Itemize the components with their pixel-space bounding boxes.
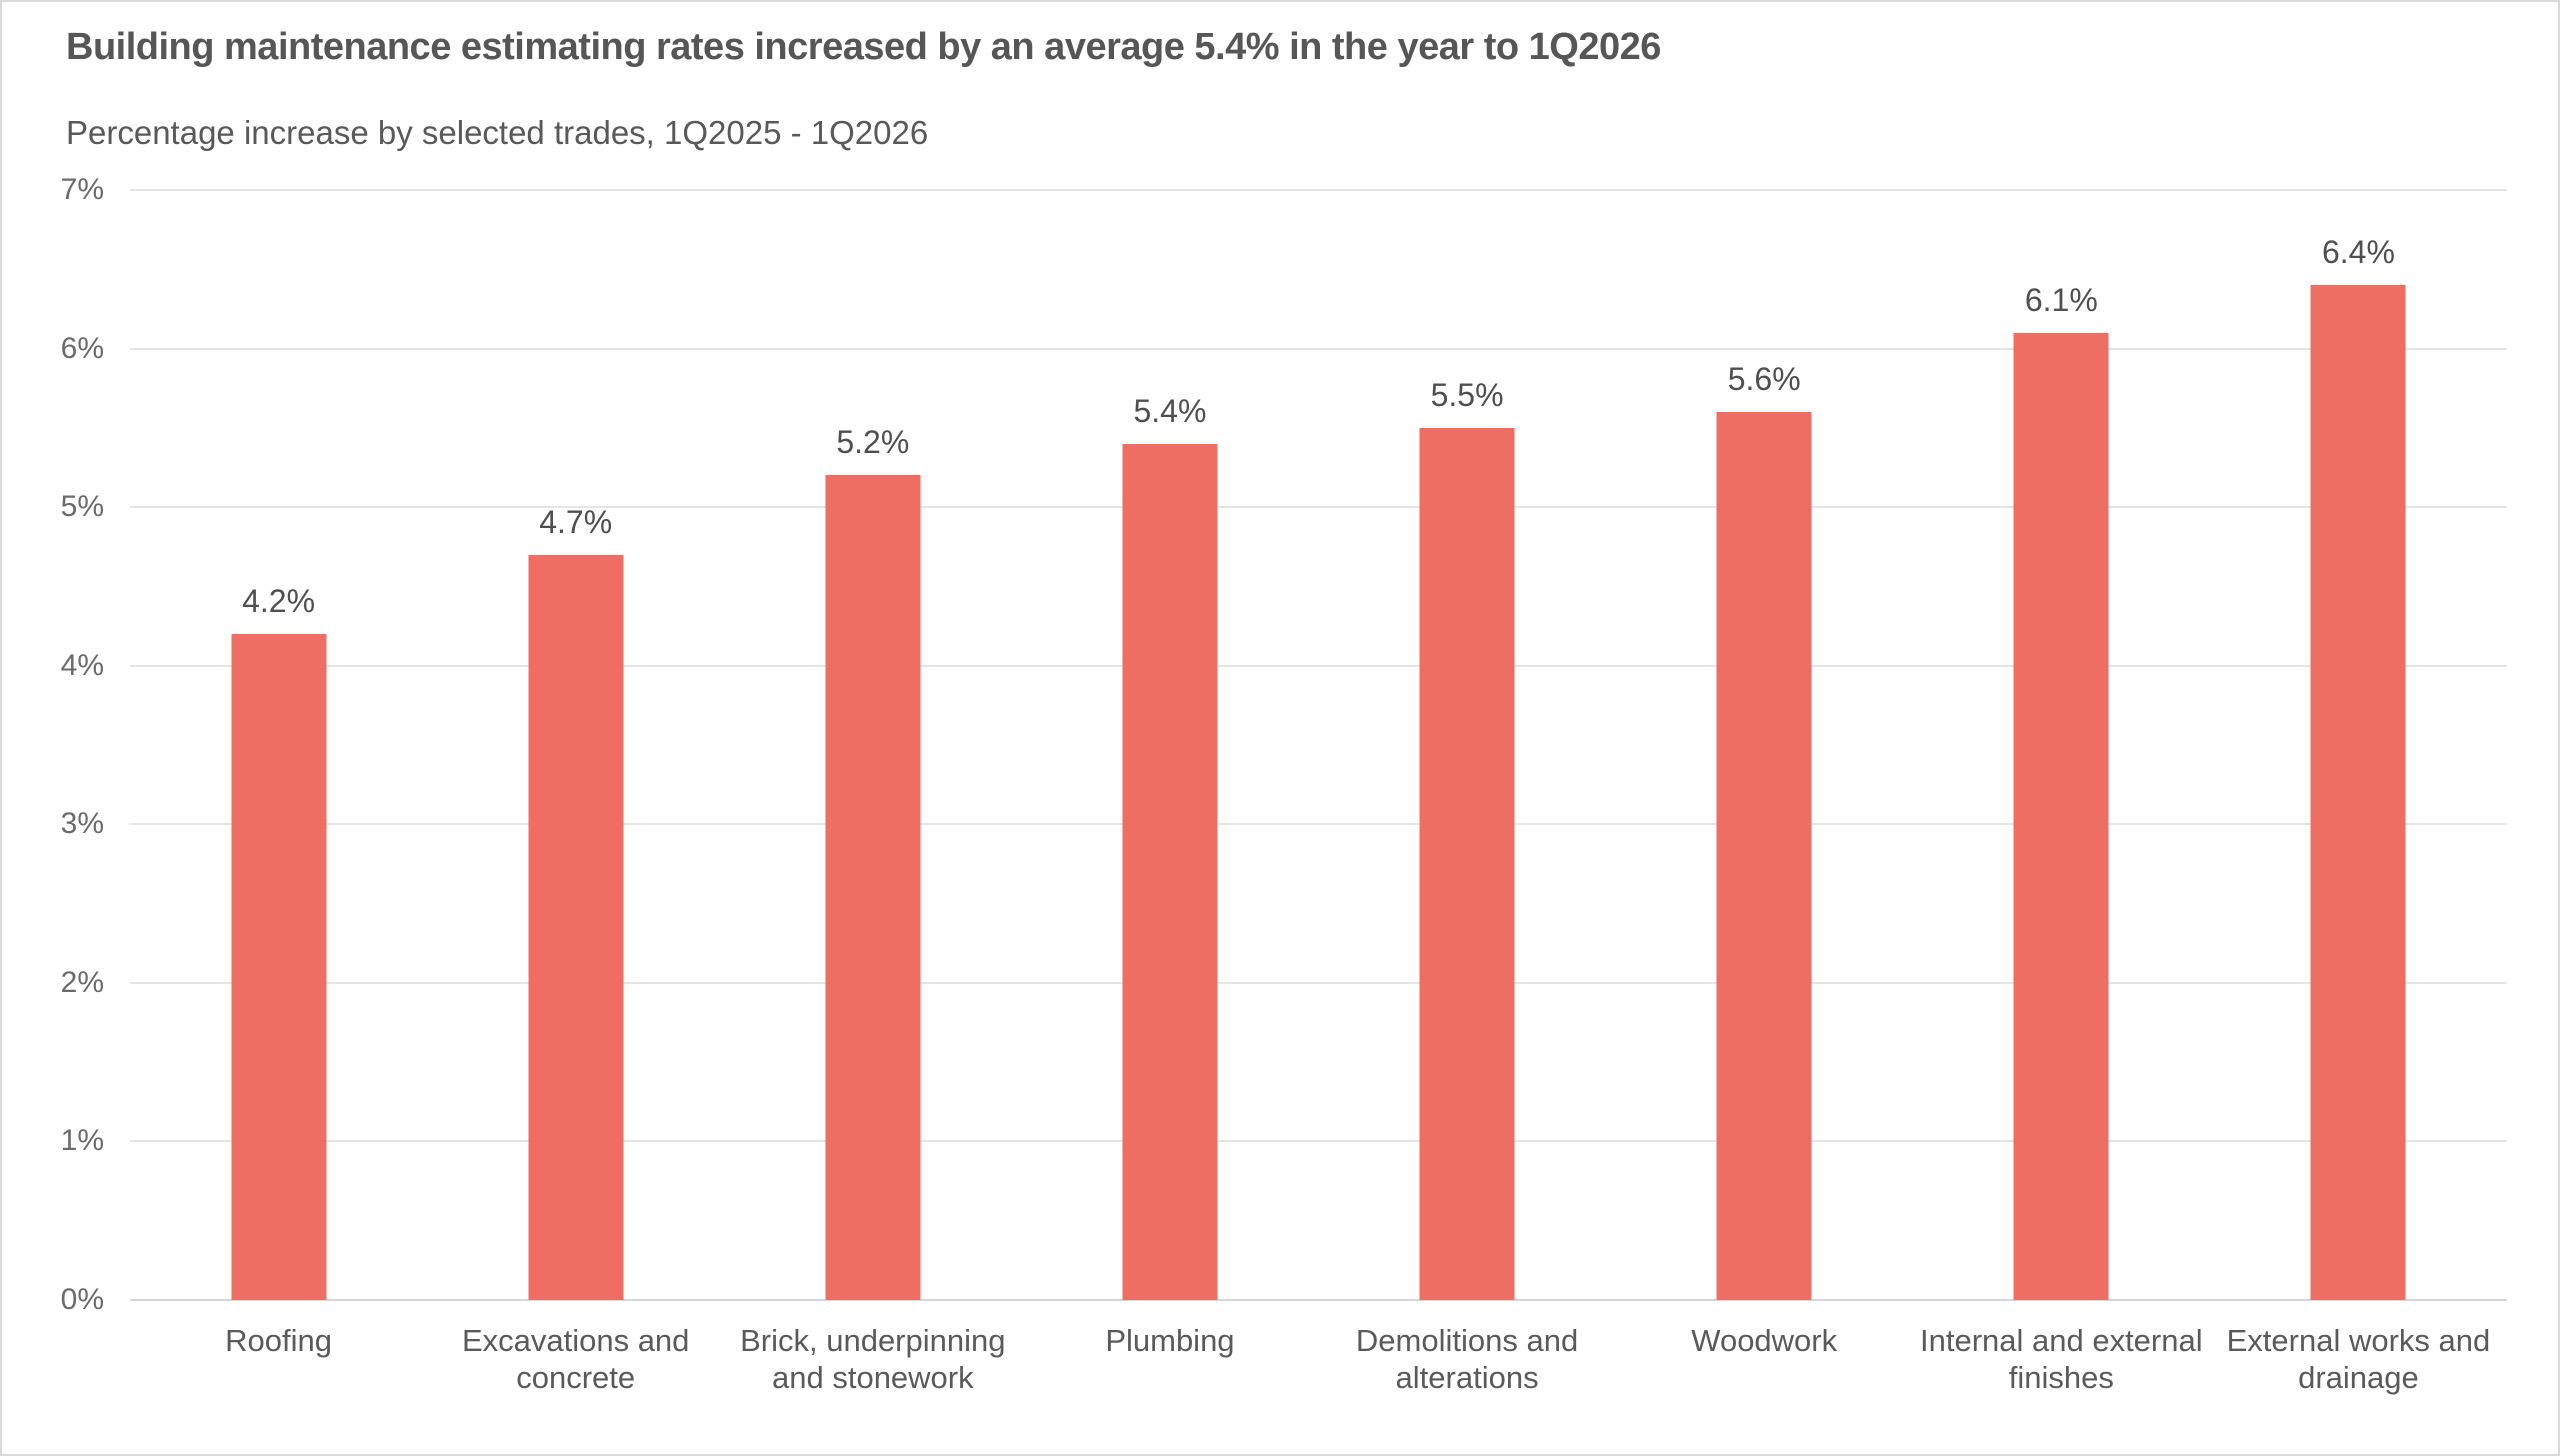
y-axis-tick-label: 1%	[60, 1124, 104, 1158]
x-axis-category-label: Demolitions and alterations	[1355, 1323, 1579, 1395]
y-axis-tick-label: 7%	[60, 173, 104, 206]
x-axis-category-label: External works and drainage	[2226, 1323, 2491, 1395]
gridline	[130, 506, 2507, 509]
bar-value-label: 5.4%	[1133, 392, 1207, 429]
bar	[528, 554, 624, 1300]
bar-value-label: 5.2%	[836, 424, 910, 461]
bar	[1122, 443, 1218, 1300]
bar-value-label: 4.7%	[539, 503, 613, 540]
chart-title: Building maintenance estimating rates in…	[66, 26, 1661, 68]
bar	[2310, 285, 2406, 1300]
y-axis-tick-label: 0%	[60, 1283, 104, 1316]
y-axis-tick-label: 3%	[60, 807, 104, 841]
plot-area: 0% 1% 2% 3% 4% 5% 6% 7% 4.2% 4.7% 5.2% 5.4% 5.5% 5.6…	[61, 175, 2507, 1395]
y-axis-tick-label: 2%	[60, 965, 104, 999]
bar	[1716, 412, 1812, 1300]
gridline	[130, 1299, 2507, 1301]
gridline	[130, 189, 2507, 191]
bar	[2013, 332, 2109, 1300]
y-axis-tick-label: 5%	[60, 490, 104, 524]
bar-value-label: 5.6%	[1727, 361, 1801, 397]
bar	[825, 475, 921, 1300]
x-axis-category-label: Internal and external finishes	[1919, 1323, 2203, 1395]
gridline	[130, 823, 2507, 826]
gridline	[130, 347, 2507, 350]
y-axis-tick-label: 4%	[60, 648, 104, 682]
bar	[1419, 427, 1515, 1300]
bar-value-label: 5.5%	[1430, 376, 1504, 413]
gridline	[130, 664, 2507, 667]
bar	[231, 634, 327, 1300]
y-axis-tick-label: 6%	[60, 331, 104, 365]
bar-value-label: 4.2%	[242, 583, 316, 619]
bar-value-label: 6.1%	[2024, 281, 2098, 318]
gridline	[130, 1140, 2507, 1143]
x-axis-category-label: Woodwork	[1691, 1323, 1838, 1358]
gridline	[130, 981, 2507, 984]
bar-value-label: 6.4%	[2321, 234, 2395, 271]
chart-subtitle: Percentage increase by selected trades, …	[66, 114, 929, 151]
x-axis-category-label: Brick, underpinning and stonework	[740, 1323, 1006, 1395]
x-axis-category-label: Excavations and concrete	[461, 1323, 690, 1395]
x-axis-category-label: Plumbing	[1105, 1323, 1235, 1358]
x-axis-category-label: Roofing	[225, 1323, 332, 1358]
